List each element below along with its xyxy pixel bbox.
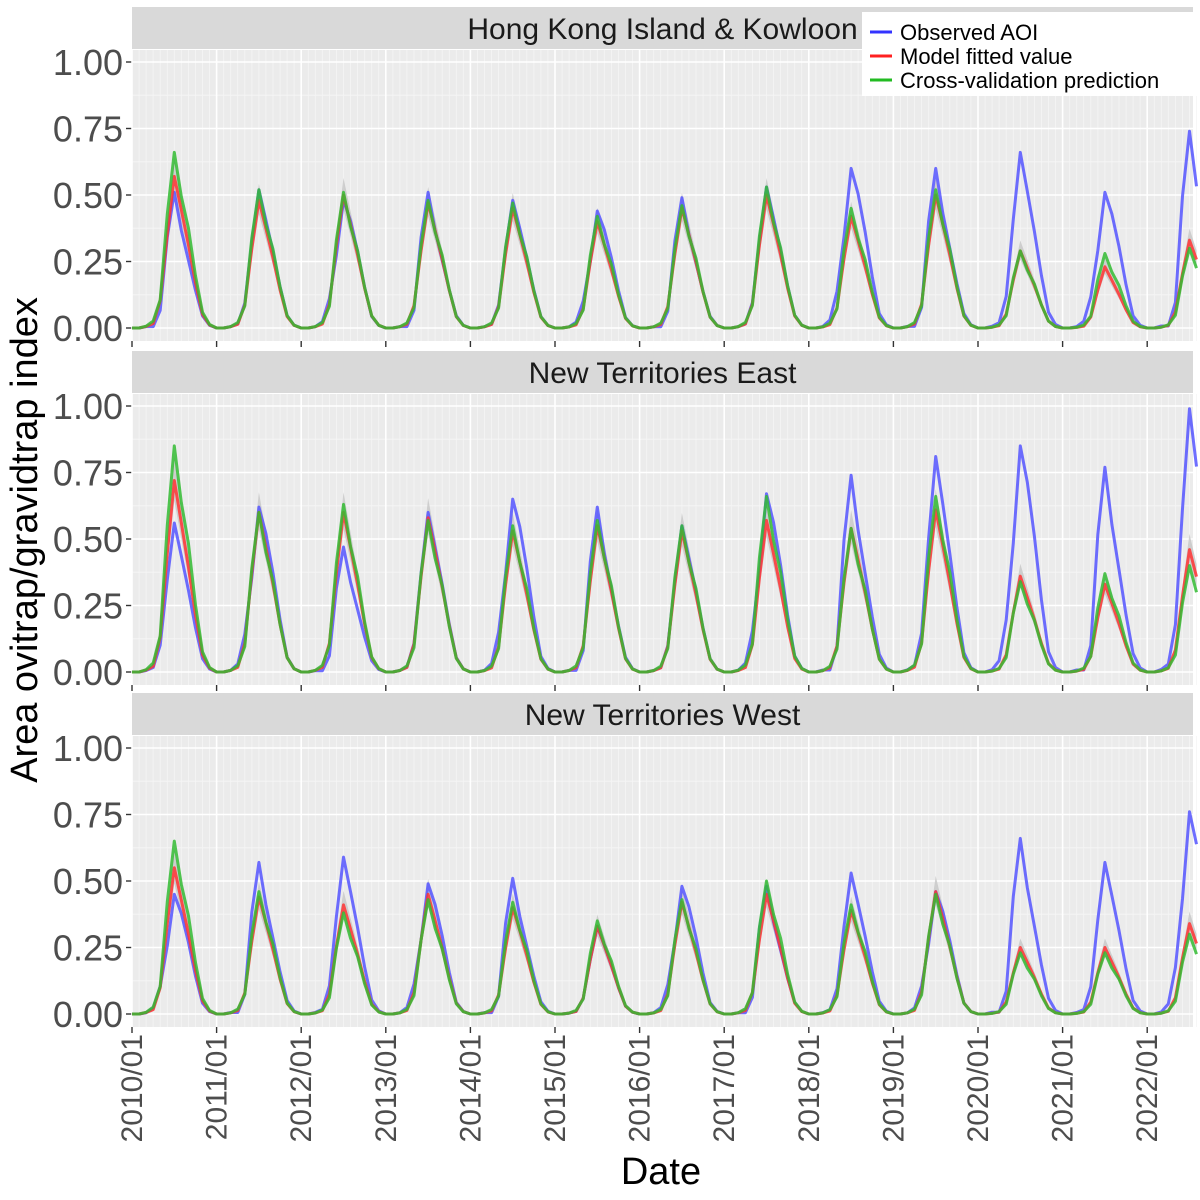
cv-prediction-line [132, 839, 1198, 1016]
y-tick-label: 0.50 [53, 175, 123, 216]
x-tick-label: 2021/01 [1047, 1034, 1080, 1142]
legend-label: Observed AOI [900, 20, 1038, 45]
legend-label: Cross-validation prediction [900, 68, 1159, 93]
x-tick-label: 2018/01 [793, 1034, 826, 1142]
y-tick-label: 0.75 [53, 109, 123, 150]
y-tick-label: 0.00 [53, 994, 123, 1035]
legend-label: Model fitted value [900, 44, 1072, 69]
y-tick-label: 0.25 [53, 928, 123, 969]
y-tick-label: 1.00 [53, 42, 123, 83]
y-axis-title: Area ovitrap/gravidtrap index [4, 297, 46, 783]
facet-panel: New Territories West 0.00 0.25 0.50 0.75 1.00 [53, 693, 1198, 1035]
cv-prediction-line [132, 150, 1198, 330]
facet-strip-label: New Territories West [525, 699, 801, 732]
facet-strip-label: Hong Kong Island & Kowloon [467, 13, 857, 46]
x-tick-label: 2012/01 [285, 1034, 318, 1142]
y-tick-label: 0.25 [53, 242, 123, 283]
facet-panels: Hong Kong Island & Kowloon 0.00 0.25 0.50 0.… [53, 7, 1198, 1035]
facet-panel: New Territories East 0.00 0.25 0.50 0.75 1.00 [53, 351, 1198, 693]
facet-strip-label: New Territories East [529, 357, 798, 390]
x-tick-label: 2017/01 [708, 1034, 741, 1142]
x-tick-label: 2020/01 [962, 1034, 995, 1142]
facet-strip [132, 693, 1193, 735]
x-tick-label: 2022/01 [1131, 1034, 1164, 1142]
cv-prediction-line [132, 444, 1198, 674]
x-axis: 2010/01 2011/01 2012/01 2013/01 2014/01 2015/… [116, 1034, 1164, 1142]
x-tick-label: 2011/01 [201, 1034, 234, 1140]
y-tick-label: 0.00 [53, 308, 123, 349]
x-tick-label: 2015/01 [539, 1034, 572, 1142]
y-tick-label: 0.75 [53, 795, 123, 836]
y-tick-label: 1.00 [53, 728, 123, 769]
x-tick-label: 2014/01 [454, 1034, 487, 1142]
facet-panel: Hong Kong Island & Kowloon 0.00 0.25 0.50 0.… [53, 7, 1198, 349]
y-tick-label: 1.00 [53, 386, 123, 427]
y-tick-label: 0.50 [53, 861, 123, 902]
x-tick-label: 2016/01 [624, 1034, 657, 1142]
legend-box [862, 12, 1198, 96]
x-tick-label: 2019/01 [877, 1034, 910, 1142]
x-tick-label: 2013/01 [370, 1034, 403, 1142]
x-tick-label: 2010/01 [116, 1034, 149, 1142]
facet-strip [132, 351, 1193, 393]
x-axis-title: Date [621, 1151, 701, 1193]
y-tick-label: 0.50 [53, 519, 123, 560]
y-tick-label: 0.00 [53, 652, 123, 693]
y-tick-label: 0.25 [53, 586, 123, 627]
y-tick-label: 0.75 [53, 453, 123, 494]
